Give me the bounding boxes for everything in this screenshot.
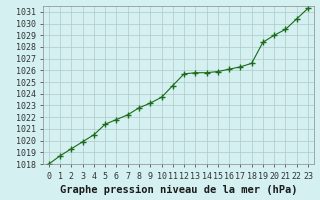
X-axis label: Graphe pression niveau de la mer (hPa): Graphe pression niveau de la mer (hPa): [60, 185, 297, 195]
